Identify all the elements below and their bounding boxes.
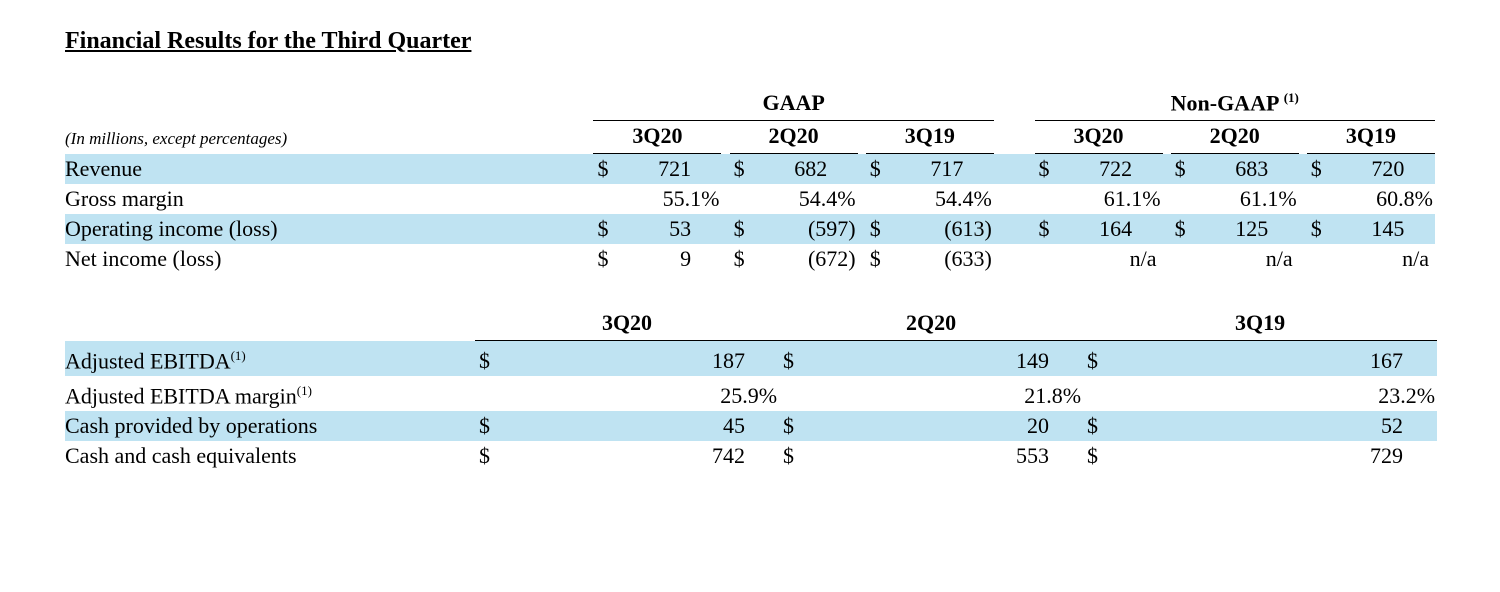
units-note: (In millions, except percentages) — [65, 121, 593, 154]
nongaap-header: Non-GAAP (1) — [1035, 83, 1436, 121]
row-operating-income: Operating income (loss) $53 $(597) $(613… — [65, 214, 1435, 244]
financial-table-gaap-nongaap: GAAP Non-GAAP (1) (In millions, except p… — [65, 83, 1435, 308]
col-gaap-3q20: 3Q20 — [593, 121, 721, 154]
label-cash-ops: Cash provided by operations — [65, 411, 475, 441]
col-3q20: 3Q20 — [475, 308, 779, 341]
col-2q20: 2Q20 — [779, 308, 1083, 341]
row-adj-ebitda-margin: Adjusted EBITDA margin(1) 25.9% 21.8% 23… — [65, 376, 1437, 411]
col-ng-3q19: 3Q19 — [1307, 121, 1435, 154]
col-ng-2q20: 2Q20 — [1171, 121, 1299, 154]
label-revenue: Revenue — [65, 154, 593, 185]
label-adj-ebitda: Adjusted EBITDA(1) — [65, 341, 475, 376]
row-cash-ops: Cash provided by operations $45 $20 $52 — [65, 411, 1437, 441]
label-op-income: Operating income (loss) — [65, 214, 593, 244]
col-3q19: 3Q19 — [1083, 308, 1437, 341]
row-net-income: Net income (loss) $9 $(672) $(633) n/a n… — [65, 244, 1435, 274]
row-adj-ebitda: Adjusted EBITDA(1) $187 $149 $167 — [65, 341, 1437, 376]
group-header-row: GAAP Non-GAAP (1) — [65, 83, 1435, 121]
col-gaap-2q20: 2Q20 — [730, 121, 858, 154]
row-gross-margin: Gross margin 55.1% 54.4% 54.4% 61.1% 61.… — [65, 184, 1435, 214]
period-header-row: (In millions, except percentages) 3Q20 2… — [65, 121, 1435, 154]
label-gross-margin: Gross margin — [65, 184, 593, 214]
row-cash-equiv: Cash and cash equivalents $742 $553 $729 — [65, 441, 1437, 471]
financial-table-summary: 3Q20 2Q20 3Q19 Adjusted EBITDA(1) $187 $… — [65, 308, 1437, 471]
col-gaap-3q19: 3Q19 — [866, 121, 994, 154]
label-adj-ebitda-margin: Adjusted EBITDA margin(1) — [65, 376, 475, 411]
label-cash-equiv: Cash and cash equivalents — [65, 441, 475, 471]
row-revenue: Revenue $721 $682 $717 $722 $683 $720 — [65, 154, 1435, 185]
page-title: Financial Results for the Third Quarter — [65, 28, 1435, 55]
col-ng-3q20: 3Q20 — [1035, 121, 1163, 154]
summary-header-row: 3Q20 2Q20 3Q19 — [65, 308, 1437, 341]
gaap-header: GAAP — [593, 83, 993, 121]
label-net-income: Net income (loss) — [65, 244, 593, 274]
